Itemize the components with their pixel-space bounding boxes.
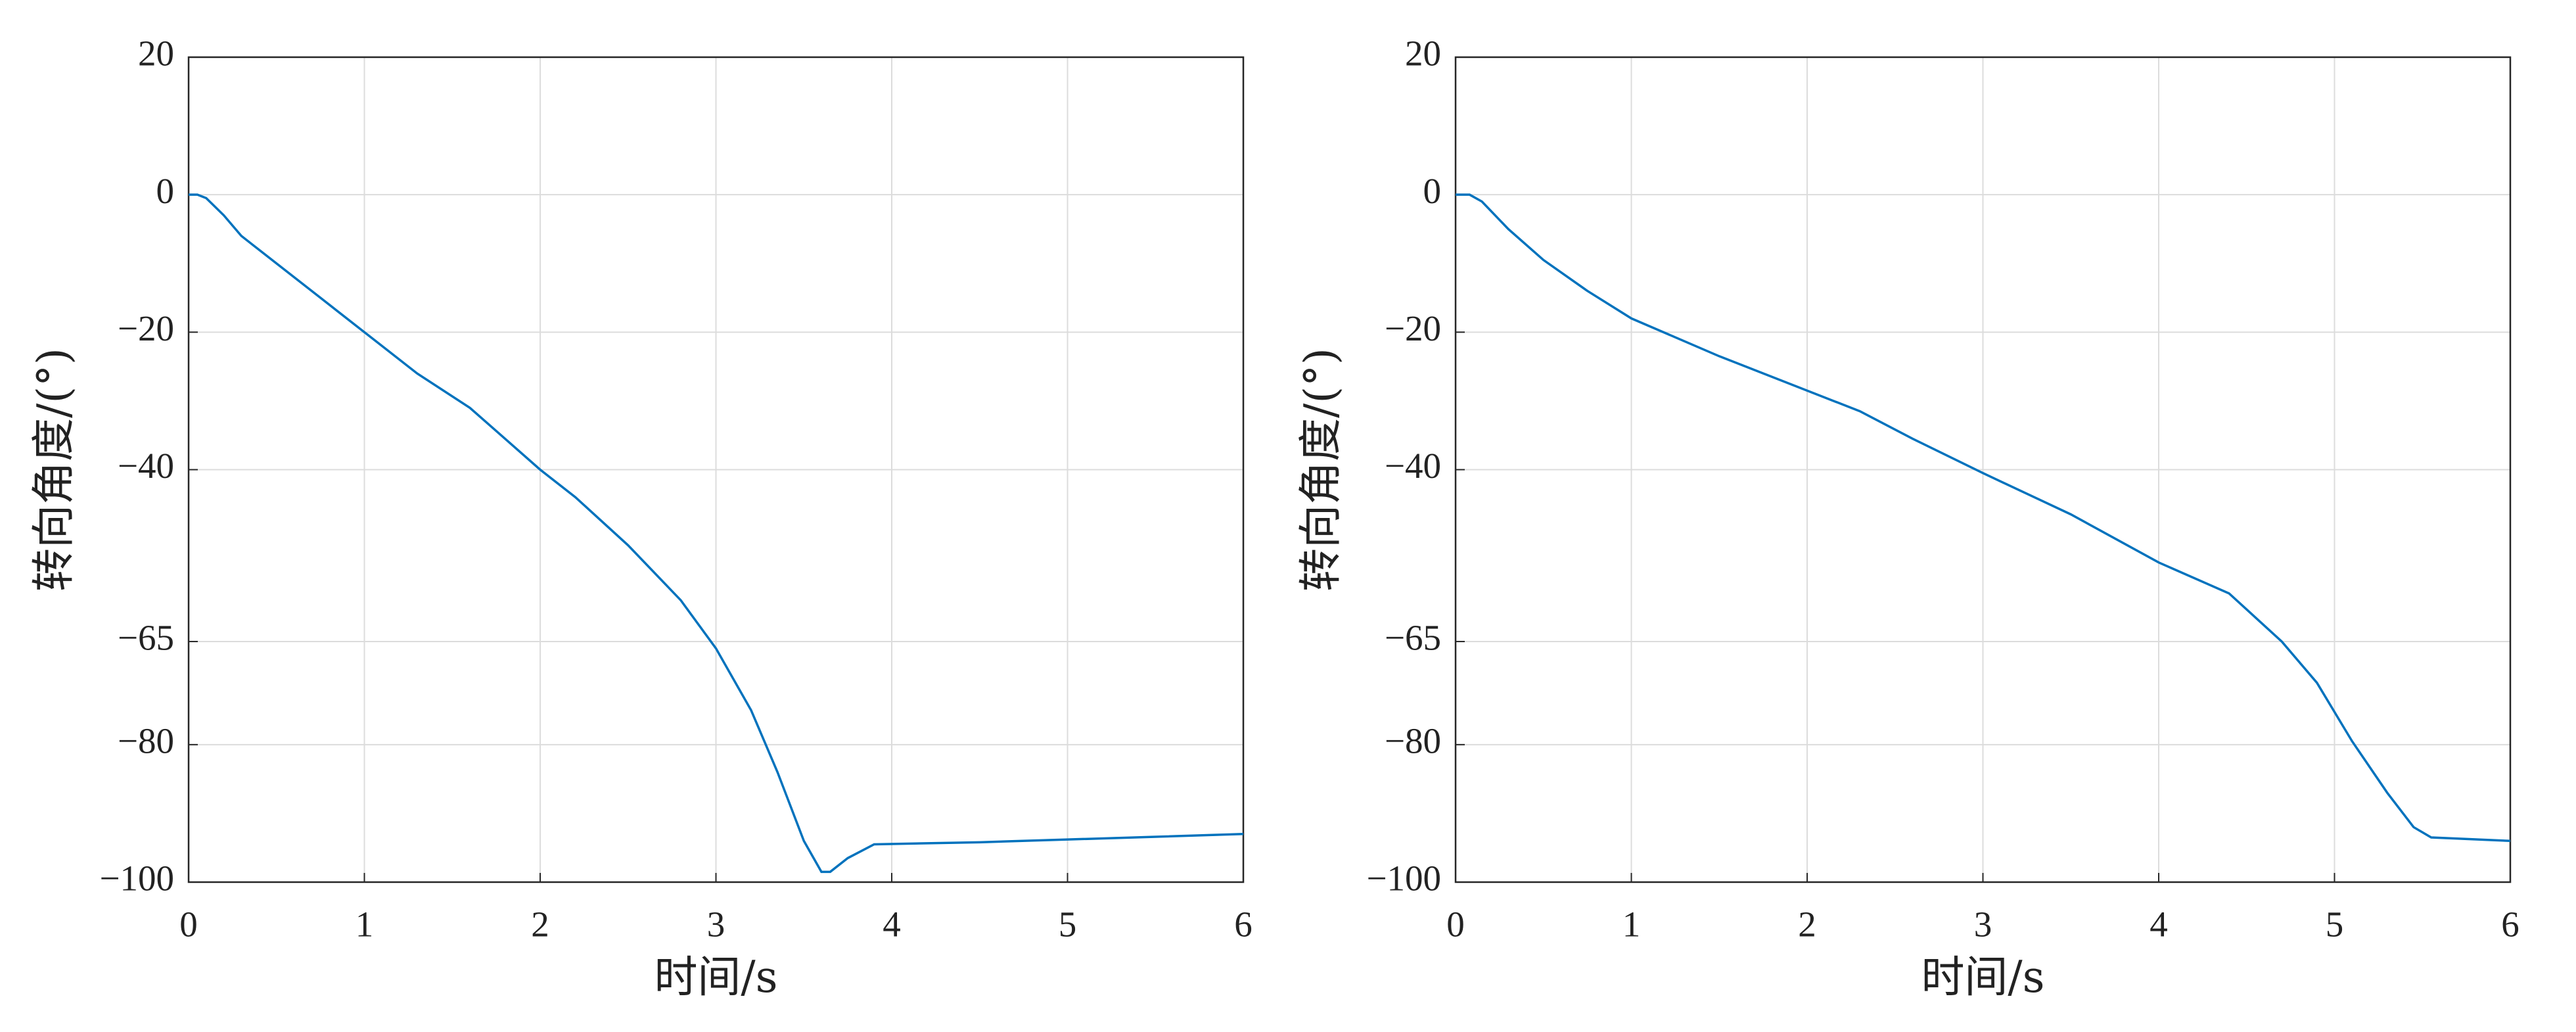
y-tick-label: −100 [1366, 858, 1441, 899]
y-axis-label: 转向角度/(°) [1295, 348, 1346, 592]
x-axis-label: 时间/s [1921, 952, 2044, 1002]
y-tick-label: −100 [99, 858, 174, 899]
y-tick-label: −65 [118, 618, 174, 658]
x-tick-label: 0 [1446, 904, 1465, 945]
y-tick-label: 0 [156, 171, 175, 211]
x-tick-label: 1 [356, 904, 374, 945]
x-tick-label: 5 [1059, 904, 1077, 945]
subplot: 0 1 2 3 4 5 6 20 0 −20 −40 −65 −80 −100 时间/s 转向角度/(°) [28, 34, 1253, 1002]
x-tick-label: 0 [179, 904, 198, 945]
x-tick-label: 6 [1234, 904, 1253, 945]
x-tick-label: 3 [707, 904, 725, 945]
y-tick-label: −40 [1385, 446, 1441, 486]
y-axis-label: 转向角度/(°) [28, 348, 79, 592]
x-axis-label: 时间/s [654, 952, 777, 1002]
x-tick-label: 3 [1974, 904, 1992, 945]
y-tick-label: −40 [118, 446, 174, 486]
x-tick-label: 6 [2501, 904, 2519, 945]
x-tick-label: 1 [1622, 904, 1641, 945]
x-tick-label: 5 [2326, 904, 2344, 945]
axes-box [1454, 56, 2512, 883]
x-tick-label: 4 [883, 904, 901, 945]
x-tick-label: 4 [2150, 904, 2168, 945]
y-tick-label: −80 [1385, 720, 1441, 761]
y-tick-label: 20 [138, 34, 174, 74]
y-tick-label: −65 [1385, 618, 1441, 658]
y-tick-label: −80 [118, 720, 174, 761]
axes-box [187, 56, 1245, 883]
x-tick-label: 2 [531, 904, 549, 945]
x-tick-label: 2 [1798, 904, 1816, 945]
data-line [189, 193, 1244, 874]
subplot: 0 1 2 3 4 5 6 20 0 −20 −40 −65 −80 −100 时间/s 转向角度/(°) [1295, 34, 2519, 1002]
y-tick-label: 20 [1405, 34, 1441, 74]
y-tick-label: 0 [1423, 171, 1442, 211]
y-tick-label: −20 [118, 308, 174, 348]
y-tick-label: −20 [1385, 308, 1441, 348]
data-line [1456, 193, 2511, 842]
